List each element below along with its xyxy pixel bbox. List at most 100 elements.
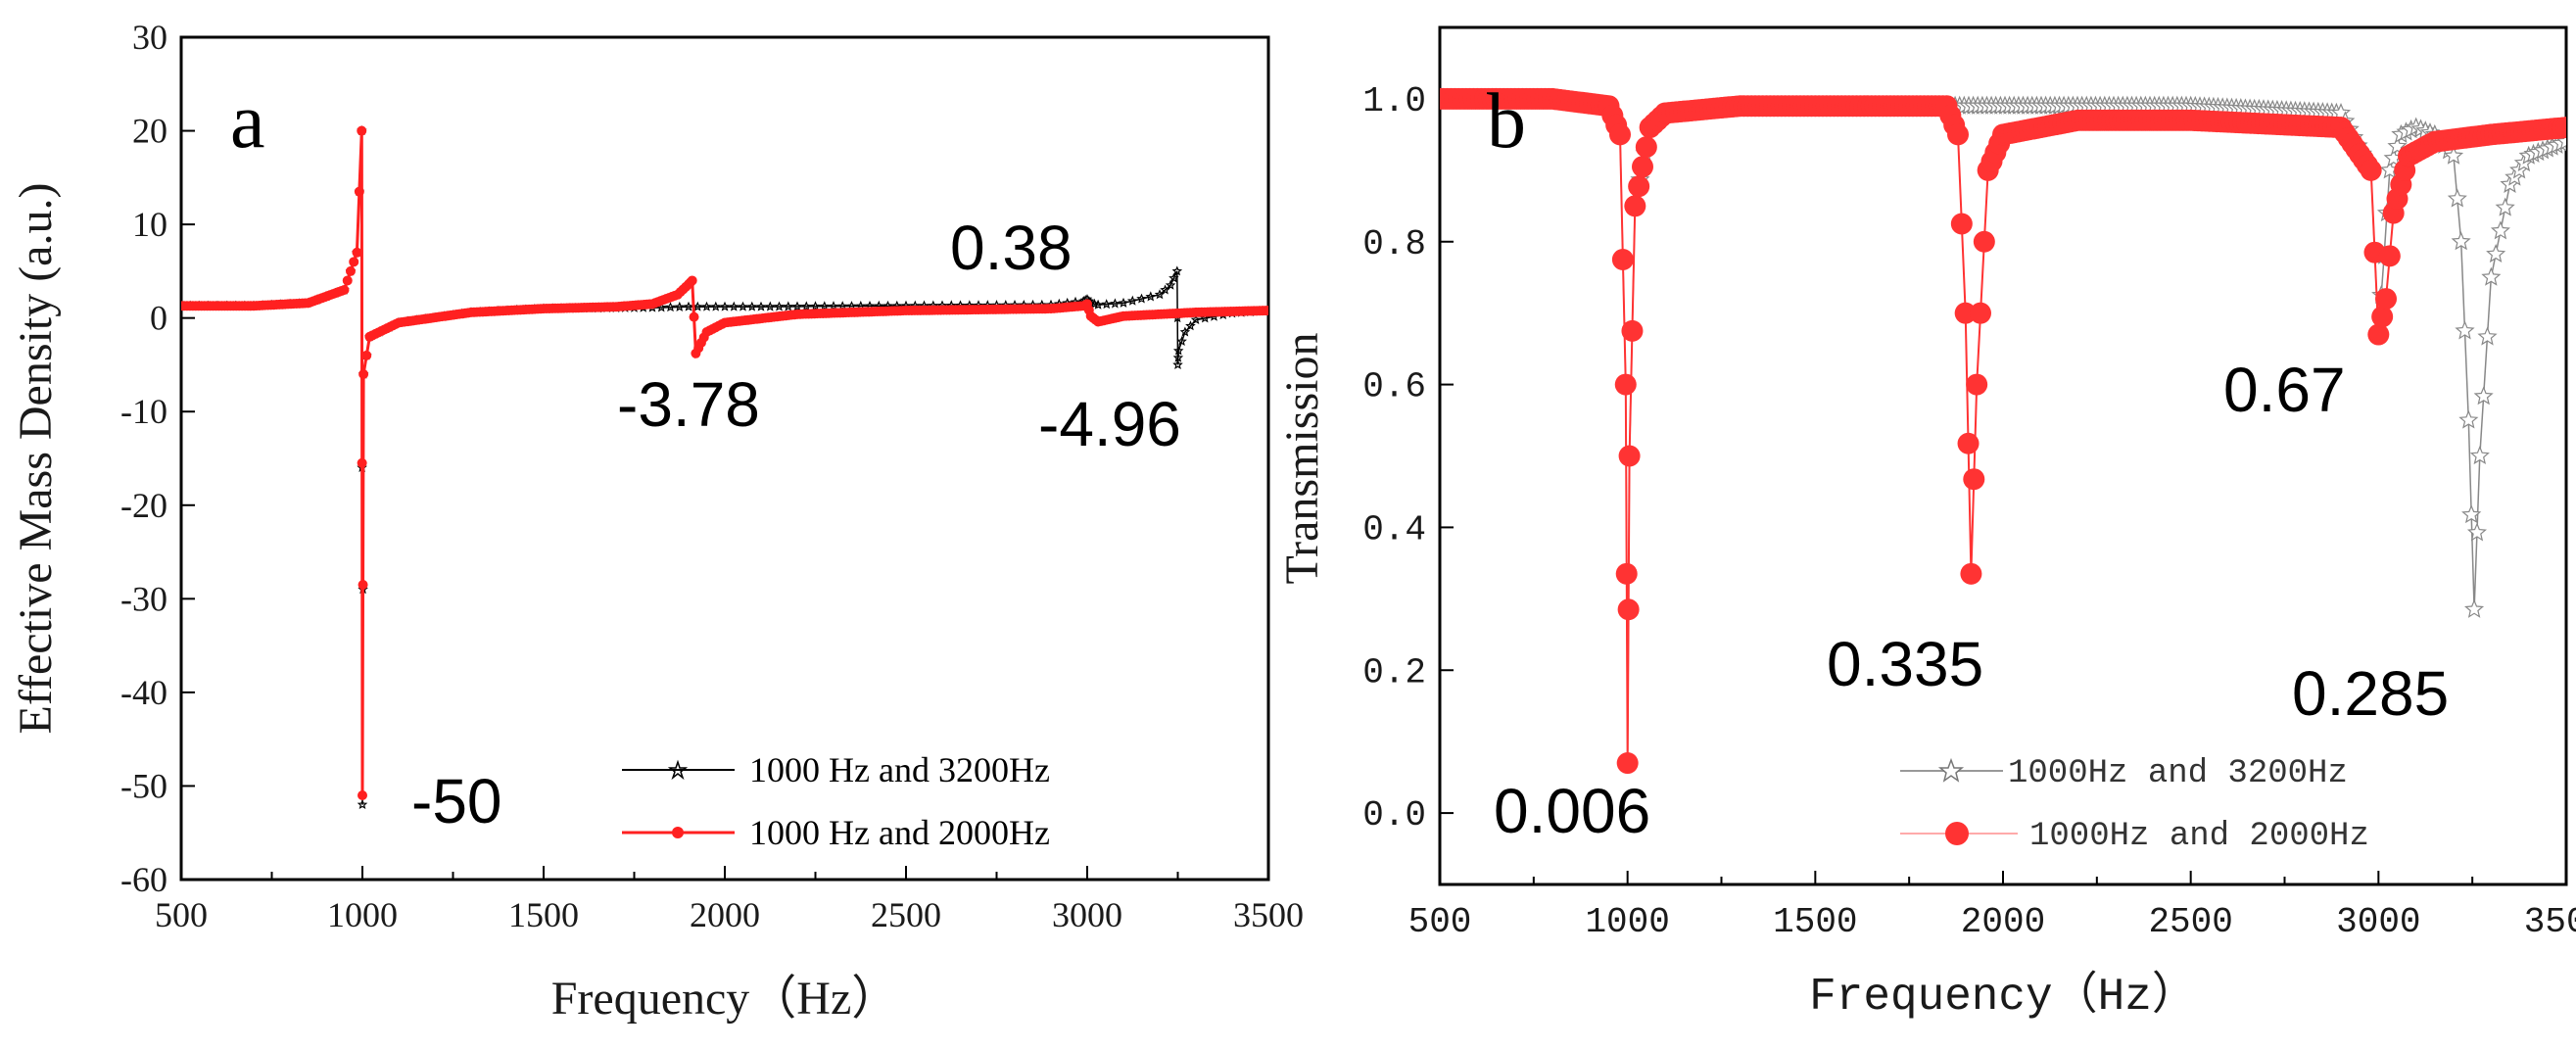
panel-b-annotation-3: 0.285 xyxy=(2292,658,2449,729)
y-tick-label: 0.2 xyxy=(1362,652,1426,692)
panel-b-y-label: Transmission xyxy=(1276,333,1328,585)
series-point-1 xyxy=(1947,123,1969,146)
series-point-1 xyxy=(357,457,367,468)
panel-a-x-label: Frequency（Hz） xyxy=(551,973,899,1025)
series-point-1 xyxy=(1609,123,1631,146)
series-point-1 xyxy=(1628,175,1650,198)
panel-a-legend-marker-0 xyxy=(667,759,689,781)
series-point-0 xyxy=(2477,326,2498,346)
panel-a-annotation-3: -50 xyxy=(411,766,502,836)
series-point-1 xyxy=(2375,288,2397,310)
panel-b: 0.0 0.2 0.4 0.6 0.8 1.0 500 1000 1500 2000 2500 30… xyxy=(1276,25,2576,1023)
series-point-0 xyxy=(1185,320,1196,331)
series-point-1 xyxy=(339,285,350,295)
x-tick-label: 2000 xyxy=(690,895,760,934)
x-tick-label: 1500 xyxy=(1773,902,1857,942)
series-point-0 xyxy=(2495,197,2515,216)
series-point-1 xyxy=(2378,245,2401,267)
series-point-1 xyxy=(354,186,364,197)
panel-b-series xyxy=(1440,87,2566,775)
y-tick-label: -50 xyxy=(120,766,167,805)
series-point-0 xyxy=(1169,272,1179,283)
series-point-0 xyxy=(1171,265,1183,276)
x-tick-label: 1000 xyxy=(1585,902,1669,942)
series-point-1 xyxy=(1611,248,1634,270)
series-line-0 xyxy=(181,130,1268,805)
x-tick-label: 1000 xyxy=(327,895,398,934)
series-point-0 xyxy=(755,301,767,311)
x-tick-label: 500 xyxy=(155,895,208,934)
x-tick-label: 1500 xyxy=(508,895,579,934)
series-point-0 xyxy=(701,301,712,311)
series-point-0 xyxy=(2490,220,2510,240)
y-tick-label: 20 xyxy=(132,112,167,151)
series-point-0 xyxy=(819,301,831,311)
y-tick-label: 0.0 xyxy=(1362,795,1426,835)
x-tick-label: 2500 xyxy=(871,895,941,934)
series-point-1 xyxy=(357,125,367,136)
series-point-0 xyxy=(1110,298,1121,309)
panel-a-annotation-1: -3.78 xyxy=(617,369,760,440)
x-tick-label: 2000 xyxy=(1961,902,2045,942)
series-point-1 xyxy=(358,790,367,800)
series-point-0 xyxy=(810,301,821,311)
series-point-1 xyxy=(352,247,362,258)
y-tick-label: -20 xyxy=(120,486,167,525)
series-point-1 xyxy=(349,257,359,267)
series-point-0 xyxy=(719,301,731,311)
series-point-0 xyxy=(1176,336,1187,347)
y-tick-label: 10 xyxy=(132,205,167,244)
panel-a-series xyxy=(181,125,1268,810)
series-point-1 xyxy=(358,580,368,590)
series-point-0 xyxy=(2486,243,2506,263)
series-line-1 xyxy=(181,130,1268,796)
series-point-1 xyxy=(1624,195,1646,217)
series-point-0 xyxy=(1190,314,1202,325)
panel-a: -60 -50 -40 -30 -20 -10 0 10 20 30 500 1000 1500 200… xyxy=(10,18,1304,1025)
series-point-0 xyxy=(746,301,758,311)
x-tick-label: 500 xyxy=(1408,902,1472,942)
series-point-0 xyxy=(2461,504,2482,524)
series-point-0 xyxy=(1101,299,1112,310)
series-point-1 xyxy=(2371,306,2394,328)
panel-b-x-label: Frequency（Hz） xyxy=(1809,971,2197,1023)
x-tick-label: 3500 xyxy=(1233,895,1304,934)
y-tick-label: 30 xyxy=(132,18,167,57)
y-tick-label: 0.4 xyxy=(1362,509,1426,549)
series-point-0 xyxy=(665,302,676,312)
series-point-0 xyxy=(2466,522,2487,542)
y-tick-label: 1.0 xyxy=(1362,81,1426,121)
series-point-0 xyxy=(2473,386,2494,406)
series-point-0 xyxy=(1172,352,1184,362)
series-point-1 xyxy=(1616,752,1639,775)
series-point-0 xyxy=(1165,279,1176,290)
series-point-0 xyxy=(357,799,368,810)
x-tick-label: 3000 xyxy=(2336,902,2420,942)
x-tick-label: 2500 xyxy=(2148,902,2232,942)
series-point-0 xyxy=(738,301,748,311)
series-point-1 xyxy=(1635,136,1657,159)
series-point-0 xyxy=(800,301,812,311)
series-point-0 xyxy=(1179,326,1191,337)
series-point-1 xyxy=(687,275,697,286)
panel-b-annotation-0: 0.006 xyxy=(1494,776,1650,846)
y-tick-label: -30 xyxy=(120,579,167,618)
series-point-1 xyxy=(1957,432,1980,454)
panel-a-annotation-0: 0.38 xyxy=(950,213,1073,283)
panel-a-annotation-2: -4.96 xyxy=(1038,389,1181,459)
series-point-0 xyxy=(1136,293,1147,304)
series-point-0 xyxy=(1172,345,1184,356)
series-point-1 xyxy=(2555,117,2566,139)
panel-a-y-label: Effective Mass Density (a.u.) xyxy=(10,183,62,735)
y-tick-label: -60 xyxy=(120,860,167,899)
panel-b-y-ticks: 0.0 0.2 0.4 0.6 0.8 1.0 xyxy=(1362,81,1454,835)
y-tick-label: 0.6 xyxy=(1362,367,1426,407)
series-point-0 xyxy=(2464,598,2485,618)
series-point-1 xyxy=(1615,562,1638,585)
x-tick-label: 3000 xyxy=(1052,895,1122,934)
series-point-1 xyxy=(689,311,699,322)
panel-a-legend-marker-1 xyxy=(672,827,684,838)
series-point-1 xyxy=(1970,302,1991,324)
series-point-0 xyxy=(710,301,722,311)
series-point-0 xyxy=(1145,291,1157,302)
